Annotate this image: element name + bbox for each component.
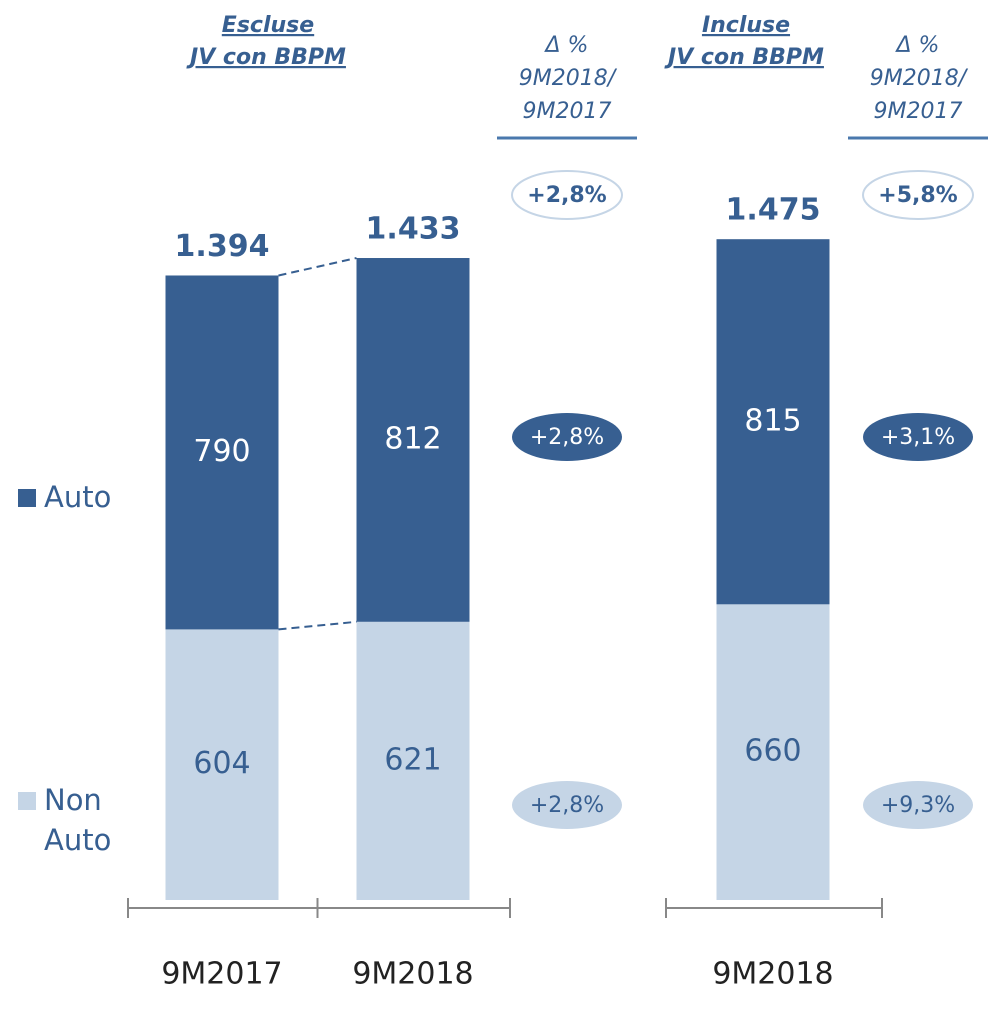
x-tick-label: 9M2018 — [712, 957, 833, 992]
bar-segment — [716, 239, 830, 605]
delta-title: 9M2018/ — [519, 66, 618, 91]
group-title: JV con BBPM — [186, 45, 346, 70]
delta-bubble — [863, 781, 973, 829]
segment-label: 812 — [384, 421, 441, 456]
delta-bubble — [862, 170, 974, 220]
delta-series: +2,8% — [530, 793, 604, 818]
bar-segment — [356, 258, 470, 622]
delta-title: Δ % — [544, 33, 589, 58]
delta-title: Δ % — [895, 33, 940, 58]
delta-bubble — [512, 413, 622, 461]
bar-segment — [165, 629, 279, 900]
bar-segment — [356, 621, 470, 900]
x-tick-label: 9M2017 — [161, 957, 282, 992]
total-label: 1.394 — [175, 229, 270, 264]
bar-segment — [165, 275, 279, 630]
x-tick-label: 9M2018 — [352, 957, 473, 992]
connector — [278, 257, 357, 277]
delta-series: +9,3% — [881, 793, 955, 818]
group-title: Incluse — [702, 13, 790, 38]
delta-bubble — [863, 413, 973, 461]
segment-label: 815 — [744, 403, 801, 438]
segment-label: 790 — [193, 434, 250, 469]
delta-total: +2,8% — [527, 183, 606, 208]
delta-title: 9M2017 — [874, 99, 963, 124]
legend-label: Auto — [44, 480, 112, 514]
total-label: 1.475 — [726, 193, 821, 228]
legend-label: Non Auto — [44, 783, 112, 857]
delta-series: +3,1% — [881, 425, 955, 450]
delta-bubble — [511, 170, 623, 220]
delta-series: +2,8% — [530, 425, 604, 450]
delta-total: +5,8% — [878, 183, 957, 208]
segment-label: 621 — [384, 742, 441, 777]
delta-title: 9M2018/ — [870, 66, 969, 91]
bar-segment — [716, 604, 830, 900]
delta-bubble — [512, 781, 622, 829]
total-label: 1.433 — [366, 212, 461, 247]
connector — [278, 620, 357, 631]
group-title: JV con BBPM — [664, 45, 824, 70]
group-title: Escluse — [222, 13, 314, 38]
segment-label: 604 — [193, 746, 250, 781]
legend-swatch — [18, 792, 36, 810]
segment-label: 660 — [744, 734, 801, 769]
delta-title: 9M2017 — [523, 99, 612, 124]
legend-swatch — [18, 489, 36, 507]
